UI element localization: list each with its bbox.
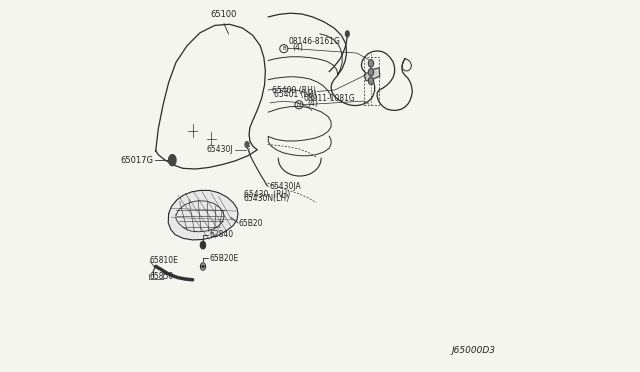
Text: 65430J: 65430J: [207, 145, 233, 154]
Text: (4): (4): [307, 99, 318, 109]
Text: 65B20E: 65B20E: [209, 254, 239, 263]
Text: 65430JA: 65430JA: [269, 182, 301, 191]
Text: 65430  (RH): 65430 (RH): [244, 190, 290, 199]
Text: 65401 (LH): 65401 (LH): [274, 90, 316, 99]
Text: 65017G: 65017G: [120, 155, 153, 165]
Polygon shape: [369, 60, 374, 67]
Text: (4): (4): [292, 44, 303, 52]
Text: 65810E: 65810E: [149, 256, 179, 265]
Polygon shape: [346, 31, 349, 37]
Text: 65B20: 65B20: [239, 219, 263, 228]
Polygon shape: [168, 155, 176, 166]
Polygon shape: [202, 265, 204, 268]
Polygon shape: [364, 68, 380, 81]
Polygon shape: [200, 263, 205, 270]
Text: B: B: [282, 46, 285, 51]
Text: 08146-8161G: 08146-8161G: [289, 38, 340, 46]
Text: 65100: 65100: [211, 10, 237, 19]
Text: 65400 (RH): 65400 (RH): [273, 86, 316, 94]
Polygon shape: [245, 142, 249, 148]
Text: 08911-1081G: 08911-1081G: [304, 93, 355, 103]
Text: J65000D3: J65000D3: [451, 346, 495, 355]
Polygon shape: [369, 68, 374, 76]
Text: 65850: 65850: [149, 272, 173, 281]
Text: 62840: 62840: [209, 230, 234, 239]
Polygon shape: [200, 241, 205, 249]
Polygon shape: [168, 190, 238, 240]
Polygon shape: [369, 77, 374, 84]
Text: N: N: [297, 102, 301, 107]
Text: 65430N(LH): 65430N(LH): [244, 195, 290, 203]
